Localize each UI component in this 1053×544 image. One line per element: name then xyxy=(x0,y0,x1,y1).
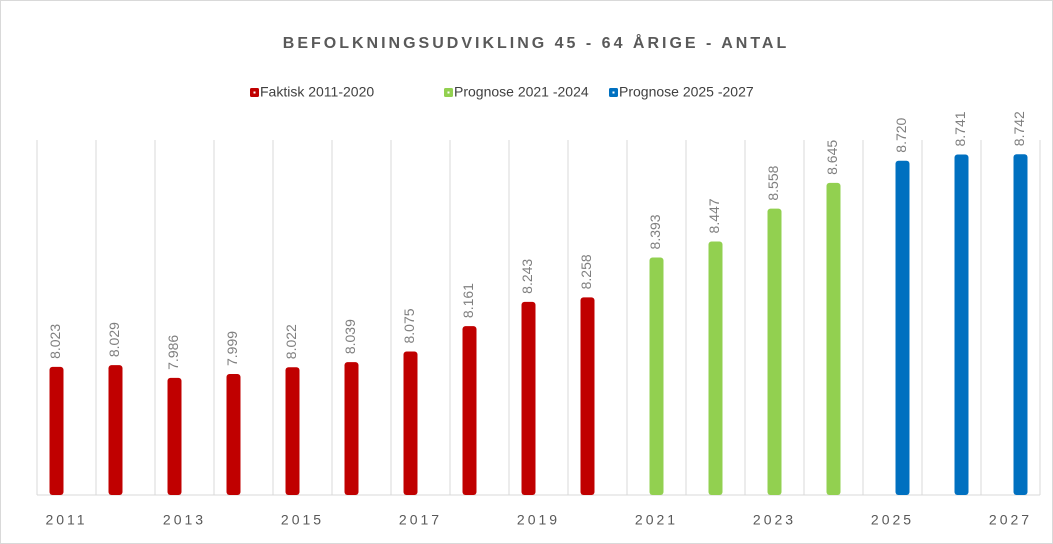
bar xyxy=(462,326,477,495)
x-tick-label: 2021 xyxy=(635,512,678,528)
legend-label: Faktisk 2011-2020 xyxy=(260,84,374,100)
x-tick-label: 2027 xyxy=(989,512,1032,528)
value-label: 8.022 xyxy=(283,324,299,359)
value-label: 8.075 xyxy=(401,308,417,343)
value-label: 8.243 xyxy=(519,259,535,294)
bar xyxy=(49,366,64,495)
legend-label: Prognose 2025 -2027 xyxy=(619,84,754,100)
value-label: 8.258 xyxy=(578,254,594,289)
value-label: 7.999 xyxy=(224,331,240,366)
bar xyxy=(108,365,123,495)
x-tick-label: 2015 xyxy=(281,512,324,528)
value-label: 8.742 xyxy=(1011,111,1027,146)
value-label: 7.986 xyxy=(165,335,181,370)
bar xyxy=(344,362,359,495)
bar xyxy=(403,351,418,495)
bar xyxy=(285,367,300,495)
legend-marker-dot xyxy=(253,91,256,94)
x-tick-label: 2023 xyxy=(753,512,796,528)
value-label: 8.720 xyxy=(893,117,909,152)
bar xyxy=(167,377,182,495)
x-tick-label: 2019 xyxy=(517,512,560,528)
bar xyxy=(580,297,595,495)
value-label: 8.393 xyxy=(647,214,663,249)
value-label: 8.645 xyxy=(824,140,840,175)
bar xyxy=(954,154,969,495)
x-tick-label: 2013 xyxy=(163,512,206,528)
legend-label: Prognose 2021 -2024 xyxy=(454,84,589,100)
value-label: 8.741 xyxy=(952,111,968,146)
x-tick-label: 2017 xyxy=(399,512,442,528)
chart-title: BEFOLKNINGSUDVIKLING 45 - 64 ÅRIGE - ANT… xyxy=(283,33,789,52)
legend-marker-dot xyxy=(612,91,615,94)
bar xyxy=(226,374,241,495)
legend-marker-dot xyxy=(447,91,450,94)
value-label: 8.023 xyxy=(47,324,63,359)
bar xyxy=(708,241,723,495)
bar xyxy=(826,182,841,496)
value-label: 8.161 xyxy=(460,283,476,318)
value-label: 8.029 xyxy=(106,322,122,357)
bar xyxy=(1013,154,1028,495)
value-label: 8.447 xyxy=(706,198,722,233)
bar xyxy=(649,257,664,495)
bar xyxy=(767,208,782,495)
bar xyxy=(521,301,536,495)
value-label: 8.039 xyxy=(342,319,358,354)
x-tick-label: 2025 xyxy=(871,512,914,528)
bar xyxy=(895,160,910,496)
x-tick-label: 2011 xyxy=(45,512,87,528)
value-label: 8.558 xyxy=(765,165,781,200)
